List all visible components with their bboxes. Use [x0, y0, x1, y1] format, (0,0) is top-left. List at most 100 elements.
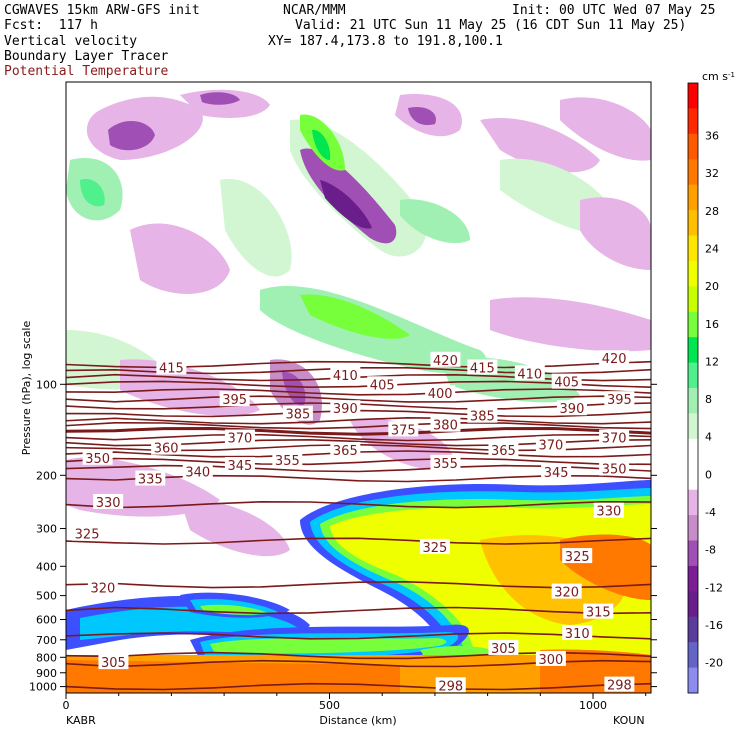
contour-label: 395 — [222, 393, 247, 408]
model-title: CGWAVES 15km ARW-GFS init — [4, 3, 200, 18]
contour-label: 370 — [228, 432, 253, 447]
contour-label: 415 — [159, 362, 184, 377]
contour-label: 340 — [185, 465, 210, 480]
colorbar-label: 28 — [705, 205, 719, 218]
field-potential-temperature: Potential Temperature — [4, 64, 169, 79]
colorbar-frame — [687, 82, 699, 694]
x-axis: 0 500 1000 — [63, 693, 647, 712]
contour-label: 315 — [586, 606, 611, 621]
contour-label-bg — [330, 366, 361, 382]
left-station-label: KABR — [66, 714, 96, 727]
contour-label-bg — [282, 405, 313, 421]
y-tick-label: 1000 — [29, 681, 57, 694]
colorbar-swatch — [688, 413, 698, 440]
contour-label-bg — [488, 442, 519, 458]
colorbar-swatch — [688, 235, 698, 262]
theta-contour — [66, 416, 651, 425]
colorbar-swatch — [688, 565, 698, 592]
contour-label: 330 — [596, 505, 621, 520]
contour-label: 350 — [602, 463, 627, 478]
colorbar-swatch — [688, 311, 698, 338]
contour-label-bg — [535, 650, 566, 666]
colorbar-swatch — [688, 337, 698, 364]
contour-label-bg — [367, 376, 398, 392]
contour-label: 365 — [491, 444, 516, 459]
x-tick-label: 500 — [319, 699, 340, 712]
contour-label-bg — [272, 451, 303, 467]
contour-label-bg — [467, 359, 498, 375]
contour-label-bg — [604, 676, 635, 692]
contour-label-bg — [156, 359, 187, 375]
contour-label-bg — [330, 442, 361, 458]
contour-label-bg — [430, 351, 461, 367]
vertical-velocity-shading — [66, 89, 651, 557]
contour-label: 298 — [438, 679, 463, 694]
contour-label: 310 — [565, 627, 590, 642]
colorbar-label: -8 — [705, 544, 716, 557]
y-tick-label: 500 — [36, 590, 57, 603]
contour-label-bg — [593, 502, 624, 518]
field-vertical-velocity: Vertical velocity — [4, 34, 138, 49]
colorbar-label: 32 — [705, 167, 719, 180]
x-tick-label: 0 — [63, 699, 70, 712]
contour-label: 300 — [538, 653, 563, 668]
colorbar-label: -12 — [705, 581, 723, 594]
theta-contour — [66, 606, 651, 615]
contour-label: 305 — [101, 656, 126, 671]
contour-label-bg — [599, 350, 630, 366]
contour-label: 350 — [85, 452, 110, 467]
theta-contour — [66, 388, 651, 396]
contour-label-bg — [224, 457, 255, 473]
contour-label: 355 — [433, 457, 458, 472]
contour-label: 395 — [607, 393, 632, 408]
y-tick-label: 600 — [36, 614, 57, 627]
colorbar-swatch — [688, 464, 698, 491]
colorbar-swatch — [688, 159, 698, 186]
colorbar-label: 4 — [705, 431, 712, 444]
contour-label-bg — [541, 463, 572, 479]
contour-label-bg — [514, 365, 545, 381]
contour-label-bg — [583, 603, 614, 619]
colorbar-swatch — [688, 362, 698, 389]
contour-label: 390 — [333, 402, 358, 417]
colorbar-swatch — [688, 83, 698, 109]
contour-label-bg — [224, 429, 255, 445]
contour-label: 345 — [228, 459, 253, 474]
contour-label-bg — [604, 391, 635, 407]
y-tick-label: 300 — [36, 523, 57, 536]
field-boundary-layer-tracer: Boundary Layer Tracer — [4, 49, 169, 64]
colorbar-swatch — [688, 108, 698, 135]
contour-label: 420 — [602, 352, 627, 367]
colorbar-swatch — [688, 616, 698, 643]
contour-label-bg — [430, 416, 461, 432]
right-station-label: KOUN — [613, 714, 645, 727]
colorbar-label: 0 — [705, 468, 712, 481]
colorbar-swatch — [688, 133, 698, 160]
contour-label: 370 — [538, 438, 563, 453]
contour-label: 405 — [554, 376, 579, 391]
contour-label-bg — [330, 400, 361, 416]
contour-label: 345 — [544, 466, 569, 481]
contour-label-bg — [435, 677, 466, 693]
colorbar-label: -4 — [705, 506, 716, 519]
theta-contour — [66, 632, 651, 640]
valid-time: Valid: 21 UTC Sun 11 May 25 (16 CDT Sun … — [295, 18, 687, 33]
y-tick-label: 900 — [36, 667, 57, 680]
contour-label: 410 — [517, 367, 542, 382]
contour-label-bg — [419, 538, 450, 554]
x-axis-label: Distance (km) — [319, 714, 396, 727]
colorbar-swatch — [688, 438, 698, 465]
theta-contour — [66, 433, 651, 442]
contour-label-bg — [93, 493, 124, 509]
contour-label: 385 — [470, 410, 495, 425]
colorbar-label: 16 — [705, 318, 719, 331]
contour-label: 385 — [285, 408, 310, 423]
contour-label: 355 — [275, 454, 300, 469]
contour-label-bg — [87, 579, 118, 595]
contour-label-bg — [219, 391, 250, 407]
colorbar-swatch — [688, 515, 698, 541]
plot-frame — [65, 81, 652, 694]
contour-label: 320 — [90, 581, 115, 596]
colorbar-swatch — [688, 540, 698, 567]
